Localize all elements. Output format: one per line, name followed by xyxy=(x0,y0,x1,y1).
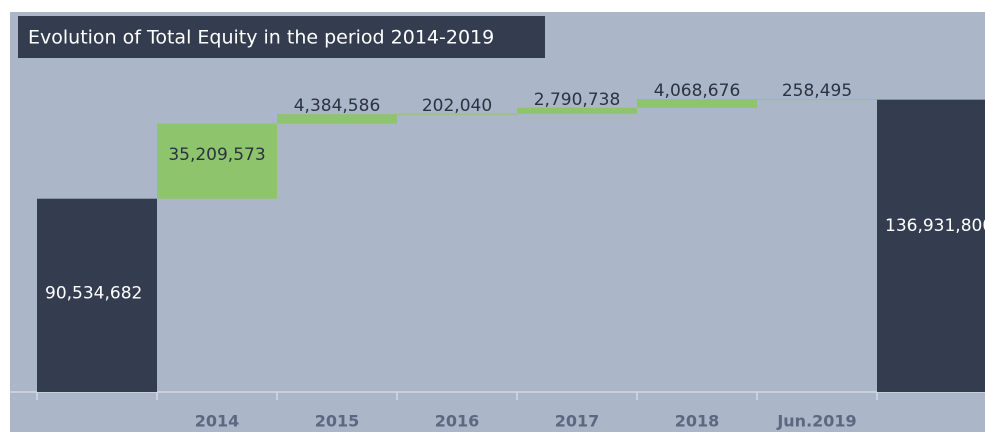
bar xyxy=(37,198,157,392)
bar xyxy=(277,114,397,124)
bar xyxy=(637,99,757,108)
chart-title: Evolution of Total Equity in the period … xyxy=(28,27,494,49)
value-label: 4,384,586 xyxy=(294,96,381,116)
x-tick-label: 2018 xyxy=(675,412,720,431)
value-label: 2,790,738 xyxy=(534,90,621,110)
value-label: 202,040 xyxy=(422,96,492,116)
value-label: 4,068,676 xyxy=(654,81,741,101)
bar xyxy=(757,99,877,100)
value-label: 90,534,682 xyxy=(45,283,142,303)
x-tick-label: 2017 xyxy=(555,412,600,431)
bar xyxy=(517,107,637,114)
value-label: 35,209,573 xyxy=(168,145,265,165)
x-tick-label: 2015 xyxy=(315,412,360,431)
bar xyxy=(157,123,277,199)
value-label: 136,931,800 xyxy=(885,216,985,236)
value-label: 258,495 xyxy=(782,81,852,101)
bar xyxy=(877,99,985,393)
x-tick-label: 2016 xyxy=(435,412,480,431)
x-tick-label: 2014 xyxy=(195,412,240,431)
x-tick-label: Jun.2019 xyxy=(776,412,856,431)
plot-background xyxy=(10,12,985,432)
title-box xyxy=(18,16,545,58)
bar xyxy=(397,113,517,115)
